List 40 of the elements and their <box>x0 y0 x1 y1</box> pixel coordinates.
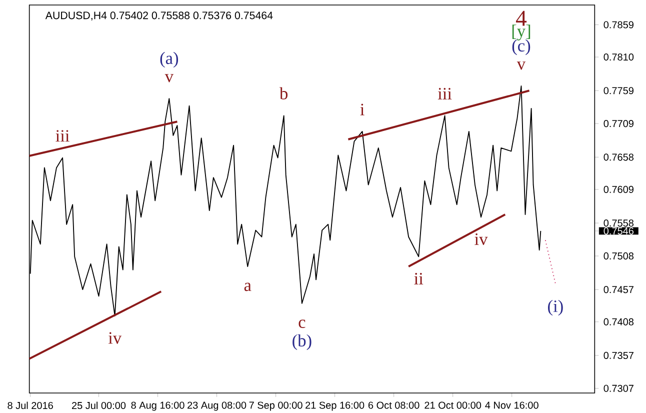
annotation: b <box>280 87 288 100</box>
annotation: [y] <box>512 24 530 40</box>
x-tick-label: 25 Jul 00:00 <box>72 402 126 410</box>
annotation: 4 <box>516 10 527 26</box>
y-tick-label: 0.7859 <box>604 21 634 28</box>
x-tick-label: 4 Nov 16:00 <box>485 402 538 409</box>
x-tick-label: 8 Jul 2016 <box>8 402 53 410</box>
annotation: iv <box>108 332 122 344</box>
y-tick-label: 0.7810 <box>604 53 634 61</box>
annotation: iii <box>438 88 452 100</box>
annotation: (b) <box>292 334 312 350</box>
annotation: c <box>298 320 306 328</box>
annotation: a <box>244 282 252 292</box>
y-tick-label: 0.7658 <box>604 154 634 161</box>
annotation: iii <box>56 130 70 142</box>
annotation: (i) <box>548 300 563 316</box>
x-tick-label: 23 Aug 08:00 <box>188 402 246 411</box>
y-tick-label: 0.7457 <box>604 286 634 294</box>
annotation: iv <box>474 233 488 246</box>
y-tick-label: 0.7508 <box>604 252 634 260</box>
y-tick-label: 0.7357 <box>604 352 634 359</box>
x-tick-label: 6 Oct 08:00 <box>368 402 420 409</box>
x-tick-label: 8 Aug 16:00 <box>131 402 184 411</box>
y-tick-label: 0.7709 <box>604 120 634 128</box>
annotation: (a) <box>160 52 178 68</box>
annotation: i <box>360 104 364 116</box>
y-tick-label: 0.7759 <box>604 87 634 94</box>
annotation: v <box>164 74 174 82</box>
x-tick-label: 21 Sep 16:00 <box>306 402 364 411</box>
y-tick-label: 0.7558 <box>604 219 634 227</box>
x-tick-label: 7 Sep 00:00 <box>249 402 302 411</box>
y-tick-label: 0.7546 <box>604 227 634 235</box>
text: AUDUSD,H4 0.75402 0.75588 0.75376 0.75464 <box>45 12 273 20</box>
y-tick-label: 0.7609 <box>604 186 634 193</box>
x-tick-label: 21 Oct 00:00 <box>424 402 482 409</box>
annotation: (c) <box>512 39 530 56</box>
y-tick-label: 0.7307 <box>604 384 634 392</box>
annotation: v <box>516 62 526 70</box>
y-tick-label: 0.7408 <box>604 318 634 326</box>
annotation: ii <box>414 272 424 284</box>
